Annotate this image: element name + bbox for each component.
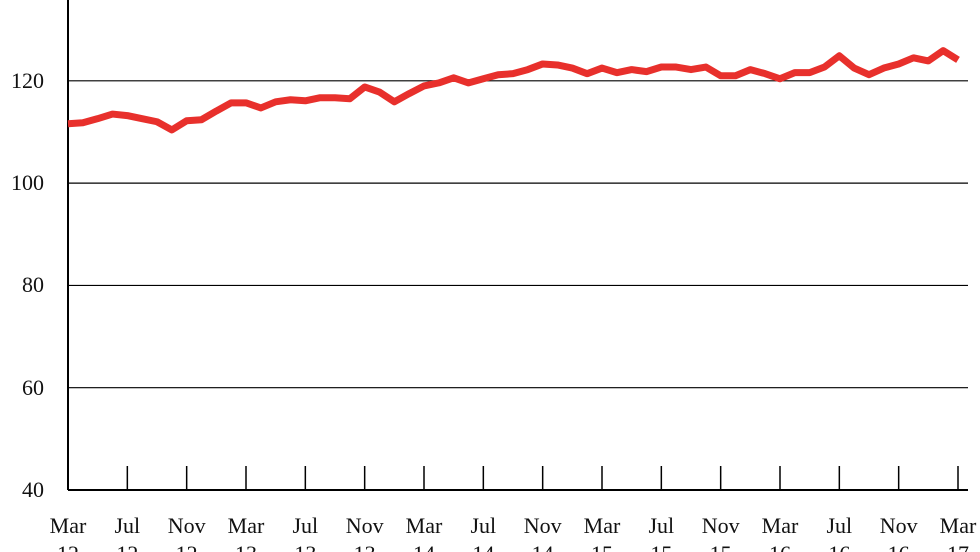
x-tick-label: Nov 12 (167, 513, 206, 552)
x-tick-label: Nov 14 (523, 513, 562, 552)
x-tick-label: Jul 14 (470, 513, 497, 552)
x-tick-label: Mar 12 (49, 513, 87, 552)
y-tick-label: 80 (22, 272, 44, 298)
x-tick-label: Mar 14 (405, 513, 443, 552)
y-tick-label: 100 (11, 170, 44, 196)
y-tick-label: 120 (11, 67, 44, 93)
x-tick-label: Nov 15 (701, 513, 740, 552)
x-tick-label: Mar 16 (761, 513, 799, 552)
x-tick-label: Mar 17 (939, 513, 977, 552)
x-tick-label: Jul 13 (292, 513, 319, 552)
x-tick-label: Jul 15 (648, 513, 675, 552)
x-tick-label: Mar 13 (227, 513, 265, 552)
x-tick-label: Jul 12 (114, 513, 141, 552)
x-tick-label: Nov 13 (345, 513, 384, 552)
y-tick-label: 60 (22, 374, 44, 400)
x-tick-label: Mar 15 (583, 513, 621, 552)
x-tick-label: Nov 16 (879, 513, 918, 552)
x-tick-label: Jul 16 (826, 513, 853, 552)
data-line (67, 47, 960, 134)
y-tick-label: 40 (22, 477, 44, 502)
